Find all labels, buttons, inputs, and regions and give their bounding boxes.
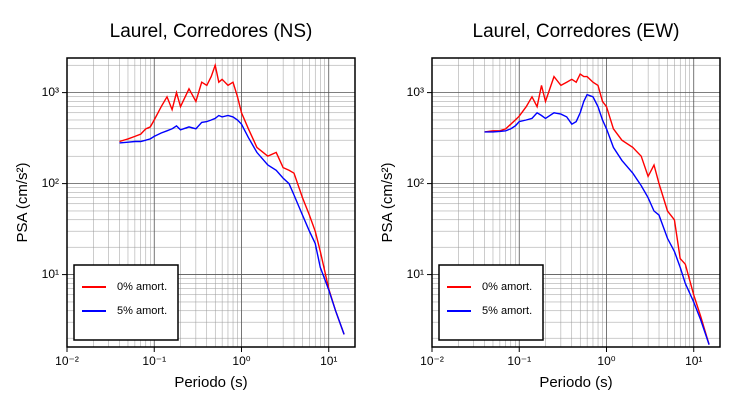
x-tick-label: 10⁰ xyxy=(232,354,250,368)
y-tick-label: 10³ xyxy=(42,85,59,99)
chart-title: Laurel, Corredores (NS) xyxy=(110,21,313,42)
x-tick-label: 10⁻² xyxy=(55,354,79,368)
x-axis-label: Periodo (s) xyxy=(174,374,247,391)
x-tick-label: 10¹ xyxy=(685,354,702,368)
series-line xyxy=(484,72,710,345)
x-tick-label: 10⁻¹ xyxy=(507,354,531,368)
x-tick-label: 10⁰ xyxy=(597,354,615,368)
chart-title: Laurel, Corredores (EW) xyxy=(473,21,680,42)
legend-label: 5% amort. xyxy=(482,305,532,317)
y-tick-label: 10² xyxy=(42,176,59,190)
x-axis-label: Periodo (s) xyxy=(539,374,612,391)
y-tick-label: 10³ xyxy=(407,85,424,99)
legend-label: 0% amort. xyxy=(117,281,167,293)
legend-box xyxy=(73,264,179,341)
legend-label: 5% amort. xyxy=(117,305,167,317)
legend-label: 0% amort. xyxy=(482,281,532,293)
plot-frame xyxy=(66,57,356,348)
plot-frame xyxy=(431,57,721,348)
y-tick-label: 10² xyxy=(407,176,424,190)
y-axis-label: PSA (cm/s²) xyxy=(379,162,396,242)
legend-box xyxy=(438,264,544,341)
series-line xyxy=(119,114,345,335)
x-tick-label: 10¹ xyxy=(320,354,337,368)
series-line xyxy=(484,93,710,345)
y-tick-label: 10¹ xyxy=(42,267,59,281)
y-tick-label: 10¹ xyxy=(407,267,424,281)
x-tick-label: 10⁻² xyxy=(420,354,444,368)
y-axis-label: PSA (cm/s²) xyxy=(14,162,31,242)
series-line xyxy=(119,62,345,335)
x-tick-label: 10⁻¹ xyxy=(142,354,166,368)
